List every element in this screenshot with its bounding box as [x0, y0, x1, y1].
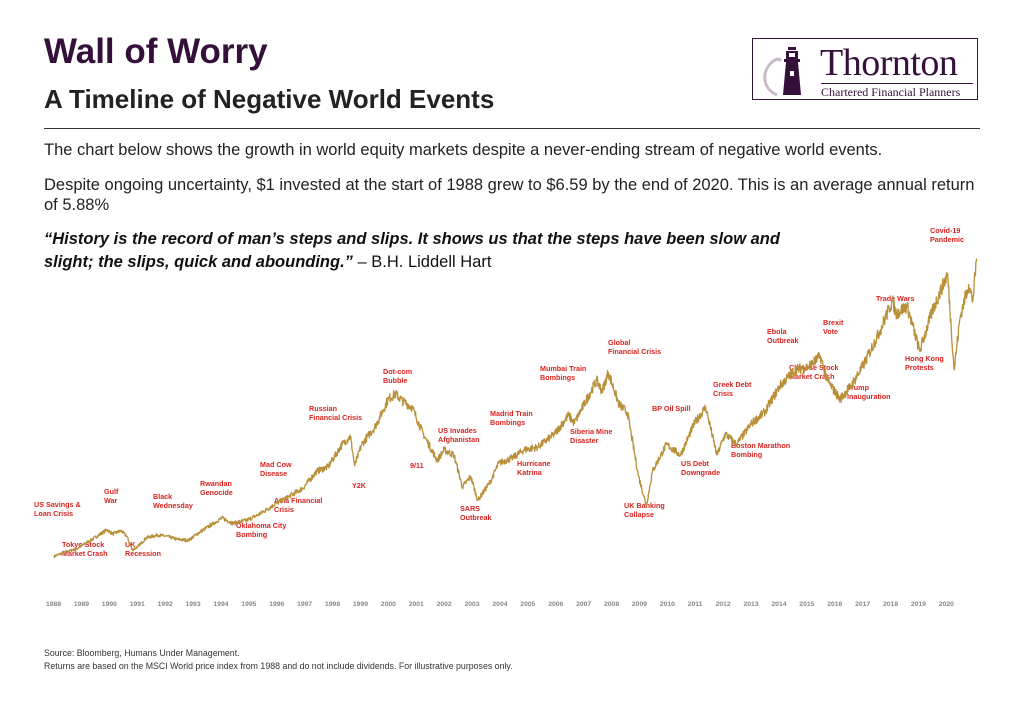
quote-author: – B.H. Liddell Hart	[352, 253, 492, 271]
x-tick-label: 2000	[381, 601, 396, 608]
x-tick-label: 2020	[939, 601, 954, 608]
event-label: Hurricane Katrina	[517, 459, 551, 477]
x-tick-label: 1990	[102, 601, 117, 608]
x-tick-label: 1997	[297, 601, 312, 608]
event-label: Chinese Stock Market Crash	[789, 363, 839, 381]
x-tick-label: 1992	[158, 601, 173, 608]
x-tick-label: 1999	[353, 601, 368, 608]
event-label: Mad Cow Disease	[260, 460, 292, 478]
event-label: Siberia Mine Disaster	[570, 427, 612, 445]
page-title: Wall of Worry	[44, 32, 268, 71]
x-tick-label: 2003	[465, 601, 480, 608]
logo-name: Thornton	[820, 42, 958, 84]
x-tick-label: 1989	[74, 601, 89, 608]
intro-growth-text: Despite ongoing uncertainty, $1 invested…	[44, 176, 975, 214]
logo-tagline: Chartered Financial Planners	[821, 83, 973, 100]
event-label: Trade Wars	[876, 294, 914, 303]
x-tick-label: 2010	[660, 601, 675, 608]
event-label: Covid-19 Pandemic	[930, 226, 964, 244]
footnotes: Source: Bloomberg, Humans Under Manageme…	[44, 647, 513, 673]
x-tick-label: 2002	[437, 601, 452, 608]
company-logo[interactable]: Thornton Chartered Financial Planners	[752, 38, 978, 100]
x-tick-label: 1998	[325, 601, 340, 608]
x-tick-label: 2004	[492, 601, 507, 608]
series-line	[53, 258, 978, 559]
chart-line-layer	[53, 258, 978, 559]
x-tick-label: 2001	[409, 601, 424, 608]
x-tick-label: 2008	[604, 601, 619, 608]
event-label: US Debt Downgrade	[681, 459, 720, 477]
x-tick-label: 2012	[716, 601, 731, 608]
source-note: Source: Bloomberg, Humans Under Manageme…	[44, 648, 240, 658]
x-tick-label: 2009	[632, 601, 647, 608]
x-tick-label: 2011	[688, 601, 703, 608]
x-tick-label: 1993	[186, 601, 201, 608]
header-divider	[44, 128, 980, 129]
event-label: US Savings & Loan Crisis	[34, 500, 81, 518]
x-tick-label: 2014	[771, 601, 786, 608]
event-label: Asia Financial Crisis	[274, 496, 322, 514]
x-tick-label: 2007	[576, 601, 591, 608]
page-subtitle: A Timeline of Negative World Events	[44, 84, 495, 114]
quote-block: “History is the record of man’s steps an…	[44, 228, 834, 274]
event-label: US Invades Afghanistan	[438, 426, 480, 444]
event-label: Rwandan Genocide	[200, 479, 233, 497]
intro-text: The chart below shows the growth in worl…	[44, 141, 883, 159]
x-tick-label: 1994	[213, 601, 228, 608]
event-label: SARS Outbreak	[460, 504, 492, 522]
event-label: 9/11	[410, 461, 424, 470]
x-tick-label: 1995	[241, 601, 256, 608]
disclaimer-note: Returns are based on the MSCI World pric…	[44, 661, 513, 671]
x-tick-label: 2018	[883, 601, 898, 608]
x-axis: 1988 1989 1990 1991 1992 1993 1994 1995 1996 1997…	[46, 601, 954, 608]
event-label: Trump Inauguration	[847, 383, 891, 401]
event-label: Russian Financial Crisis	[309, 404, 362, 422]
x-tick-label: 2016	[827, 601, 842, 608]
x-tick-label: 1996	[269, 601, 284, 608]
x-tick-label: 2013	[744, 601, 759, 608]
event-label: Oklahoma City Bombing	[236, 521, 286, 539]
x-tick-label: 1988	[46, 601, 61, 608]
event-label: Brexit Vote	[823, 318, 844, 336]
event-label: Y2K	[352, 481, 367, 490]
event-label: Global Financial Crisis	[608, 338, 661, 356]
quote-text: “History is the record of man’s steps an…	[44, 230, 780, 271]
event-label: Black Wednesday	[153, 492, 193, 510]
x-tick-label: 2017	[855, 601, 870, 608]
event-label: Madrid Train Bombings	[490, 409, 533, 427]
event-label: Greek Debt Crisis	[713, 380, 752, 398]
event-label: BP Oil Spill	[652, 404, 691, 413]
event-label: Boston Marathon Bombing	[731, 441, 790, 459]
x-tick-label: 2005	[520, 601, 535, 608]
event-label: Hong Kong Protests	[905, 354, 944, 372]
event-label: Gulf War	[104, 487, 119, 505]
lighthouse-icon	[763, 47, 801, 97]
event-label: Dot-com Bubble	[383, 367, 412, 385]
event-label: UK Banking Collapse	[624, 501, 665, 519]
x-tick-label: 1991	[130, 601, 145, 608]
x-tick-label: 2019	[911, 601, 926, 608]
event-label: Mumbai Train Bombings	[540, 364, 586, 382]
x-tick-label: 2006	[548, 601, 563, 608]
x-tick-label: 2015	[799, 601, 814, 608]
event-label: Ebola Outbreak	[767, 327, 799, 345]
